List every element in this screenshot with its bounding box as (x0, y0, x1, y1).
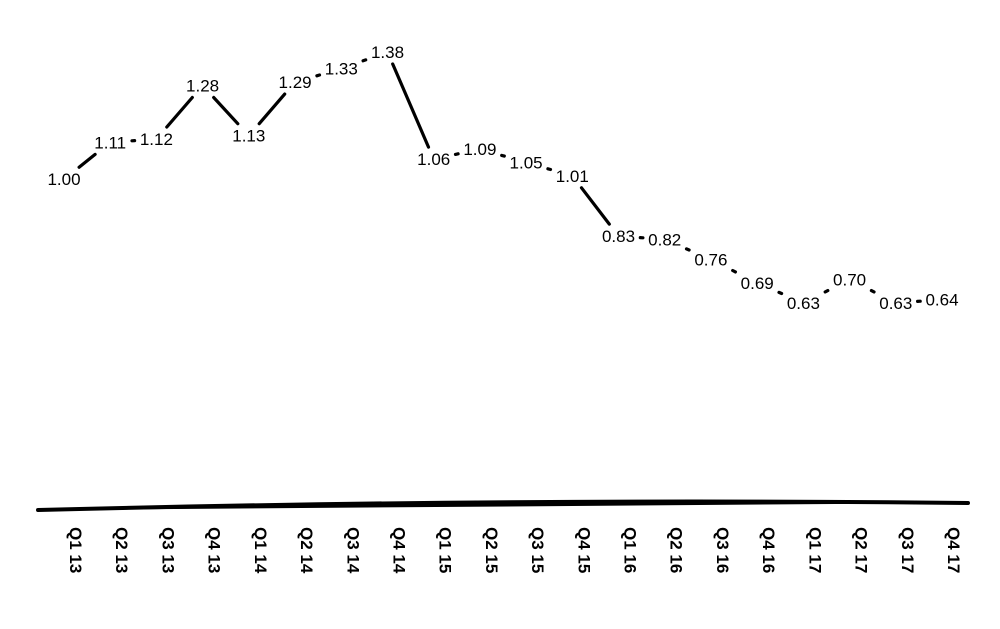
data-label: 1.28 (186, 77, 219, 96)
line-segment (579, 186, 611, 226)
line-segment (165, 95, 194, 129)
line-segment (500, 153, 506, 158)
data-label: 1.00 (47, 170, 80, 189)
x-tick-label: Q4 13 (205, 527, 224, 573)
data-label: 1.38 (371, 43, 404, 62)
x-tick-label: Q2 17 (852, 527, 871, 573)
line-segment (823, 289, 830, 294)
x-tick-labels: Q1 13 Q2 13 Q3 13 Q4 13 Q1 14 Q2 14 Q3 14 Q4 14… (66, 527, 963, 574)
x-tick-label: Q2 13 (112, 527, 131, 573)
data-labels: 1.00 1.11 1.12 1.28 1.13 1.29 1.33 1.38 1.06 1.09… (47, 43, 958, 313)
data-label: 0.70 (833, 271, 866, 290)
x-axis-line (36, 499, 970, 512)
line-segment (869, 289, 876, 294)
x-tick-label: Q1 17 (805, 527, 824, 573)
x-tick-label: Q3 17 (898, 527, 917, 573)
data-label: 1.12 (140, 130, 173, 149)
line-segment (453, 152, 460, 156)
x-tick-label: Q3 14 (343, 527, 362, 574)
x-tick-label: Q2 16 (667, 527, 686, 573)
x-tick-label: Q2 15 (482, 527, 501, 573)
x-tick-label: Q1 13 (66, 527, 85, 573)
data-label: 1.29 (279, 73, 312, 92)
data-label: 1.13 (232, 127, 265, 146)
line-segment (684, 247, 691, 252)
x-tick-label: Q1 16 (621, 527, 640, 573)
x-tick-label: Q3 15 (528, 527, 547, 573)
x-tick-label: Q4 14 (390, 527, 409, 574)
data-label: 0.83 (602, 227, 635, 246)
line-segment (361, 58, 368, 63)
x-tick-label: Q4 17 (944, 527, 963, 573)
data-label: 0.64 (925, 291, 958, 310)
x-tick-label: Q3 16 (713, 527, 732, 573)
data-label: 0.82 (648, 230, 681, 249)
x-tick-label: Q2 14 (297, 527, 316, 574)
x-tick-label: Q4 15 (574, 527, 593, 573)
series-line (77, 58, 922, 303)
data-label: 1.01 (556, 167, 589, 186)
data-label: 1.11 (94, 133, 126, 152)
line-segment (546, 167, 553, 172)
line-segment (391, 62, 431, 149)
data-label: 1.33 (325, 60, 358, 79)
data-label: 1.06 (417, 150, 450, 169)
data-label: 0.69 (741, 274, 774, 293)
data-label: 0.63 (879, 294, 912, 313)
line-segment (777, 290, 784, 296)
data-label: 1.05 (510, 153, 543, 172)
line-segment (77, 152, 97, 169)
line-segment (315, 73, 322, 78)
line-segment (257, 92, 287, 126)
line-segment (212, 95, 240, 126)
x-tick-label: Q1 15 (436, 527, 455, 573)
x-tick-label: Q3 13 (158, 527, 177, 573)
line-segment (731, 268, 738, 274)
x-tick-label: Q1 14 (251, 527, 270, 574)
data-label: 1.09 (463, 140, 496, 159)
x-tick-label: Q4 16 (759, 527, 778, 573)
data-label: 0.63 (787, 294, 820, 313)
data-label: 0.76 (694, 251, 727, 270)
